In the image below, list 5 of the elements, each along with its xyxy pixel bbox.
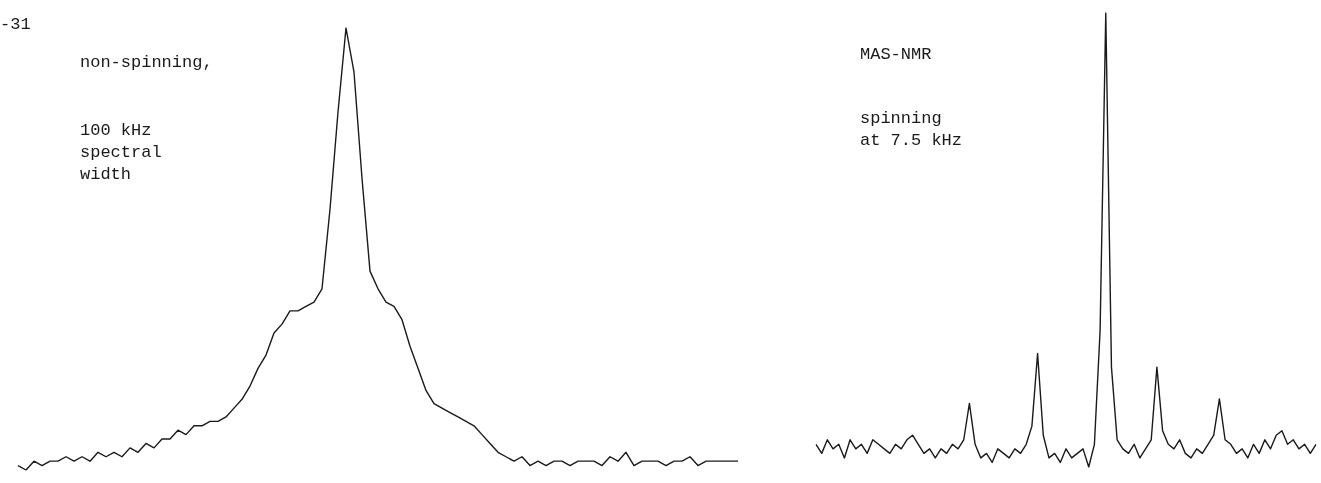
annotation: non-spinning,: [80, 52, 213, 74]
annotation: MAS-NMR: [860, 44, 932, 66]
annotation: spinning at 7.5 kHz: [860, 108, 963, 152]
annotation: 100 kHz spectral width: [80, 120, 162, 186]
annotation: -31: [0, 14, 31, 36]
